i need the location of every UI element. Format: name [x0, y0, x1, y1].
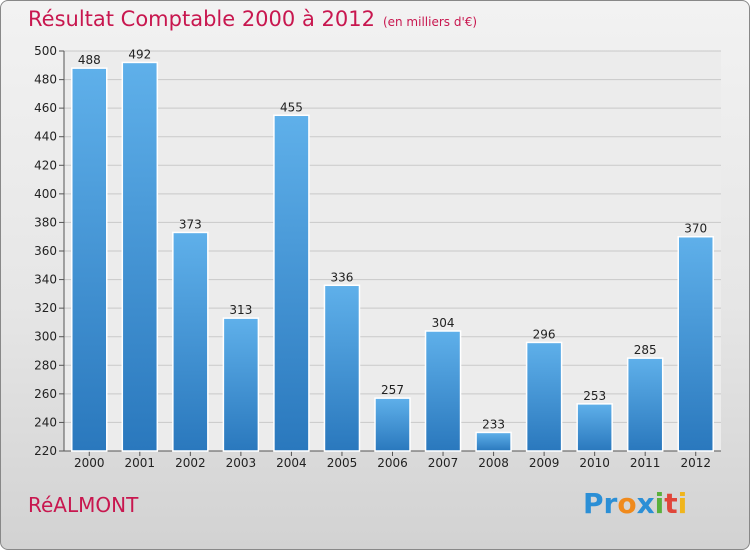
bar [273, 114, 310, 452]
logo-letter: i [654, 487, 665, 520]
y-tick-label: 240 [34, 415, 57, 429]
chart-title: Résultat Comptable 2000 à 2012 (en millie… [28, 7, 477, 31]
x-tick-label: 2010 [579, 456, 610, 470]
data-label: 313 [229, 303, 252, 317]
bar [374, 397, 411, 452]
chart-title-text: Résultat Comptable 2000 à 2012 [28, 7, 375, 31]
x-tick-label: 2003 [226, 456, 257, 470]
bar [677, 235, 714, 452]
data-label: 455 [280, 100, 303, 114]
x-tick-label: 2011 [630, 456, 661, 470]
x-tick-label: 2006 [377, 456, 408, 470]
data-label: 336 [331, 270, 354, 284]
logo-letter: r [603, 487, 618, 520]
y-tick-label: 220 [34, 444, 57, 458]
bar [121, 61, 159, 452]
y-tick-label: 340 [34, 273, 57, 287]
x-tick-label: 2004 [276, 456, 307, 470]
y-tick-label: 480 [34, 73, 57, 87]
chart-unit: (en milliers d'€) [382, 15, 478, 29]
bar [71, 67, 108, 452]
data-label: 233 [482, 417, 505, 431]
data-label: 492 [128, 47, 151, 61]
data-label: 304 [432, 316, 455, 330]
logo-letter: x [636, 487, 655, 520]
bar [475, 431, 512, 452]
data-label: 285 [634, 343, 657, 357]
x-tick-label: 2005 [327, 456, 358, 470]
y-tick-label: 280 [34, 358, 57, 372]
data-label: 253 [583, 389, 606, 403]
data-label: 296 [533, 327, 556, 341]
logo-letter: i [677, 487, 688, 520]
x-tick-label: 2007 [428, 456, 459, 470]
y-tick-label: 260 [34, 387, 57, 401]
x-tick-label: 2001 [125, 456, 156, 470]
y-tick-label: 440 [34, 130, 57, 144]
bar [323, 284, 361, 452]
y-tick-label: 320 [34, 301, 57, 315]
x-tick-label: 2012 [680, 456, 711, 470]
x-tick-label: 2009 [529, 456, 560, 470]
data-label: 370 [684, 222, 707, 236]
labels: 220 240 260 280 300 320 340 360 380 400 420 440 460 4… [34, 44, 711, 470]
bar [424, 330, 462, 452]
bar [172, 231, 209, 452]
y-tick-label: 420 [34, 158, 57, 172]
data-label: 257 [381, 383, 404, 397]
logo-letter: o [617, 487, 637, 520]
bar [626, 357, 664, 452]
bar [222, 317, 260, 452]
x-tick-label: 2002 [175, 456, 206, 470]
bar [525, 341, 563, 452]
logo-letter: P [583, 487, 604, 520]
y-tick-label: 380 [34, 215, 57, 229]
data-label: 488 [78, 53, 101, 67]
x-tick-label: 2008 [478, 456, 509, 470]
data-label: 373 [179, 217, 202, 231]
proxiti-logo: Proxiti [583, 487, 687, 520]
city-name: RéALMONT [28, 493, 139, 517]
y-tick-label: 300 [34, 330, 57, 344]
y-tick-label: 360 [34, 244, 57, 258]
bars [71, 61, 714, 452]
y-tick-label: 460 [34, 101, 57, 115]
y-tick-label: 400 [34, 187, 57, 201]
y-tick-label: 500 [34, 44, 57, 58]
bar [576, 403, 613, 452]
logo-letter: t [664, 487, 678, 520]
x-tick-label: 2000 [74, 456, 105, 470]
